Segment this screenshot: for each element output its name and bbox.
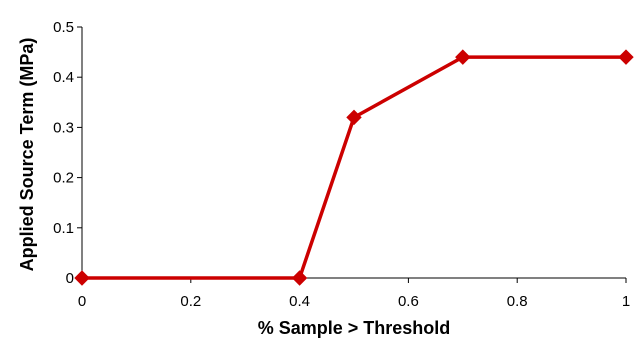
data-point-diamond [455,49,471,65]
data-point-diamond [291,270,308,286]
x-axis-ticks: 0 0.2 0.4 0.6 0.8 1 [78,278,630,310]
x-tick-label: 0.4 [289,293,310,310]
y-tick-label: 0.2 [53,170,74,187]
y-tick-label: 0.5 [53,19,74,36]
plot-axes [81,27,626,279]
series-layer [74,49,634,286]
y-tick-label: 0.4 [53,69,74,86]
data-point-diamond [74,270,90,286]
series-line [82,55,626,280]
x-tick-label: 0.6 [398,293,419,310]
y-axis-ticks: 0 0.1 0.2 0.3 0.4 0.5 [53,19,82,287]
x-tick-label: 0.8 [507,293,528,310]
x-axis-title: % Sample > Threshold [258,318,451,338]
y-tick-label: 0.1 [53,220,74,237]
data-point-diamond [618,49,634,65]
x-tick-label: 0.2 [180,293,201,310]
y-axis-title: Applied Source Term (MPa) [17,38,37,272]
y-tick-label: 0.3 [53,119,74,136]
y-tick-label: 0 [66,270,74,287]
x-tick-label: 1 [622,293,630,310]
x-tick-label: 0 [78,293,86,310]
data-point-diamond [346,109,362,126]
